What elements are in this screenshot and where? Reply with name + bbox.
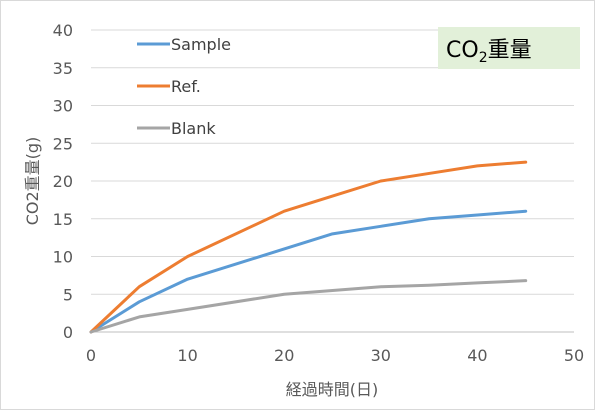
x-tick-labels: 0 10 20 30 40 50 [86,346,584,365]
y-tick-label: 35 [53,59,73,78]
series-lines [89,160,528,334]
y-tick-label: 0 [63,323,73,342]
legend-label-blank: Blank [171,119,216,138]
y-tick-label: 5 [63,285,73,304]
y-axis-title: CO2重量(g) [23,137,42,226]
x-tick-label: 0 [86,346,96,365]
title-box [438,27,580,69]
series-line-blank [89,279,528,334]
legend-label-ref: Ref. [171,77,201,96]
x-tick-label: 20 [274,346,294,365]
y-tick-label: 40 [53,21,73,40]
x-tick-label: 50 [564,346,584,365]
x-axis-title: 経過時間(日) [286,380,379,399]
y-tick-labels: 0 5 10 15 20 25 30 35 40 [53,21,73,342]
legend: Sample Ref. Blank [137,35,231,138]
x-tick-label: 40 [467,346,487,365]
series-line-ref [89,160,528,334]
x-tick-label: 10 [177,346,197,365]
y-tick-label: 25 [53,134,73,153]
chart-title: CO2重量 [446,38,532,66]
legend-label-sample: Sample [171,35,231,54]
y-tick-label: 20 [53,172,73,191]
y-tick-label: 10 [53,248,73,267]
x-tick-label: 30 [371,346,391,365]
y-tick-label: 30 [53,97,73,116]
y-tick-label: 15 [53,210,73,229]
series-line-sample [89,209,528,334]
